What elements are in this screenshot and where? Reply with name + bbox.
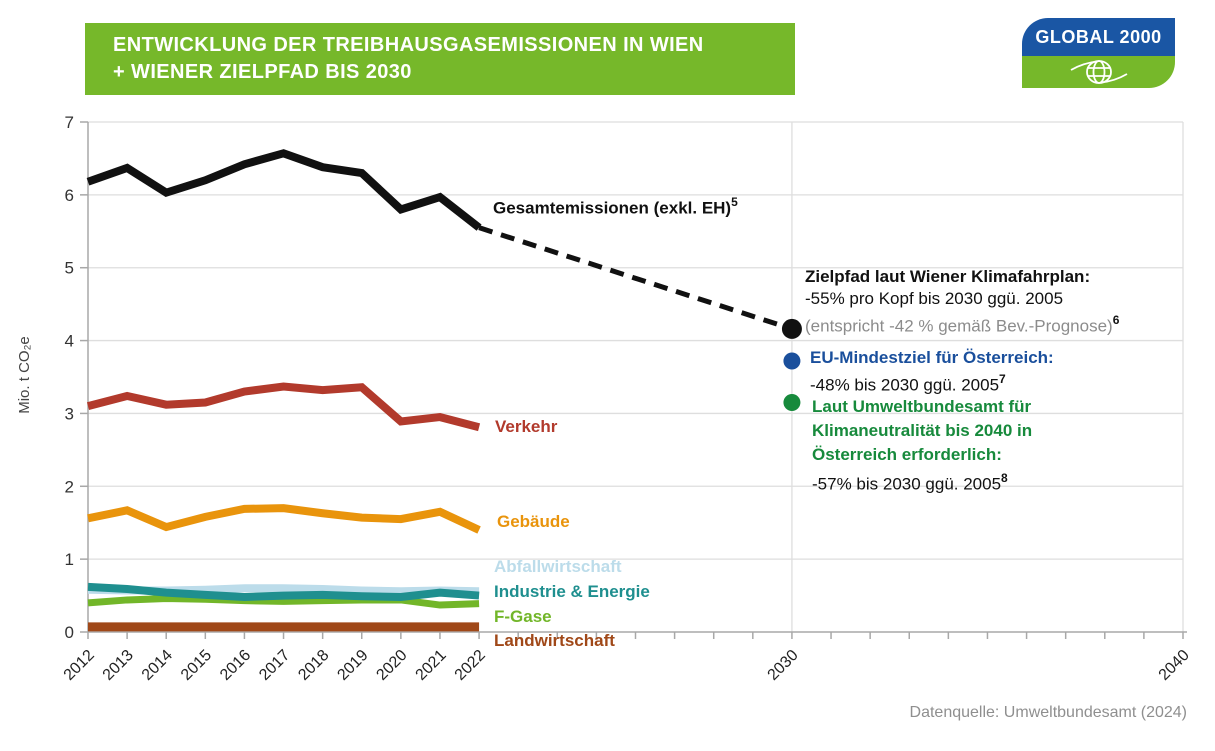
svg-text:0: 0 (65, 623, 74, 642)
globe-icon (1070, 60, 1127, 84)
svg-text:2030: 2030 (765, 647, 802, 684)
svg-text:2: 2 (65, 477, 74, 496)
series-line-f-gase (87, 594, 480, 609)
series-label-gebaeude: Gebäude (497, 512, 570, 531)
svg-text:2013: 2013 (100, 647, 137, 684)
data-source: Datenquelle: Umweltbundesamt (2024) (909, 704, 1187, 721)
page-title-line1: ENTWICKLUNG DER TREIBHAUSGASEMISSIONEN I… (113, 34, 704, 56)
annotation-zielpfad: Zielpfad laut Wiener Klimafahrplan: -55%… (805, 266, 1119, 338)
series-line-gebaeude (87, 504, 481, 534)
svg-text:7: 7 (65, 113, 74, 132)
svg-text:2021: 2021 (413, 647, 450, 684)
title-banner: ENTWICKLUNG DER TREIBHAUSGASEMISSIONEN I… (85, 23, 795, 95)
svg-text:3: 3 (65, 404, 74, 423)
series-label-gesamtemissionen: Gesamtemissionen (exkl. EH)5 (493, 195, 738, 218)
footnote-8: 8 (1001, 471, 1008, 485)
zielpfad-2030-point (781, 318, 802, 339)
logo-text-band: GLOBAL 2000 (1022, 18, 1175, 56)
svg-text:2014: 2014 (139, 647, 176, 684)
umweltbundesamt-point (783, 394, 801, 411)
svg-text:2015: 2015 (178, 647, 215, 684)
svg-text:2022: 2022 (452, 647, 489, 684)
svg-text:2019: 2019 (334, 647, 371, 684)
annotation-umweltbundesamt: Laut Umweltbundesamt für Klimaneutralitä… (812, 395, 1032, 497)
page-title-line2: + WIENER ZIELPFAD BIS 2030 (113, 61, 412, 83)
annotation-zielpfad-title: Zielpfad laut Wiener Klimafahrplan: (805, 267, 1091, 286)
series-label-landwirtschaft: Landwirtschaft (494, 631, 615, 650)
annotation-uba-title-line1: Laut Umweltbundesamt für (812, 397, 1032, 416)
svg-text:2012: 2012 (61, 647, 98, 684)
annotation-uba-title-line3: Österreich erforderlich: (812, 445, 1002, 464)
annotation-uba-title-line2: Klimaneutralität bis 2040 in (812, 421, 1033, 440)
series-label-industrie-energie: Industrie & Energie (494, 582, 650, 601)
annotation-zielpfad-detail: -55% pro Kopf bis 2030 ggü. 2005 (805, 289, 1064, 308)
series-label-verkehr: Verkehr (495, 417, 558, 436)
annotation-eu-detail: -48% bis 2030 ggü. 20057 (810, 372, 1006, 395)
series-line-industrie-energie (87, 582, 480, 602)
svg-text:2020: 2020 (373, 647, 410, 684)
global2000-logo: GLOBAL 2000 (1022, 18, 1175, 88)
logo-text: GLOBAL 2000 (1035, 26, 1162, 47)
svg-text:1: 1 (65, 550, 74, 569)
svg-text:2016: 2016 (217, 647, 254, 684)
series-line-gesamtemissionen (86, 149, 482, 231)
svg-text:6: 6 (65, 186, 74, 205)
series-label-f-gase: F-Gase (494, 607, 552, 626)
svg-text:2040: 2040 (1156, 647, 1193, 684)
svg-text:2017: 2017 (256, 647, 293, 684)
annotation-zielpfad-note: (entspricht -42 % gemäß Bev.-Prognose)6 (805, 313, 1120, 336)
logo-globe-band (1022, 56, 1175, 88)
footnote-7: 7 (999, 372, 1006, 386)
annotation-uba-detail: -57% bis 2030 ggü. 20058 (812, 471, 1008, 494)
eu-mindestziel-point (783, 352, 801, 370)
projection-line-zielpfad-dashed (478, 225, 793, 332)
svg-text:5: 5 (65, 259, 74, 278)
y-axis-label: Mio. t CO₂e (16, 336, 33, 414)
annotation-eu-mindestziel: EU-Mindestziel für Österreich: -48% bis … (810, 347, 1054, 397)
footnote-5: 5 (731, 195, 738, 209)
footnote-6: 6 (1112, 313, 1120, 327)
svg-text:4: 4 (65, 332, 74, 351)
series-line-verkehr (86, 382, 481, 432)
series-label-abfallwirtschaft: Abfallwirtschaft (494, 557, 622, 576)
annotation-eu-title: EU-Mindestziel für Österreich: (810, 348, 1054, 367)
svg-text:2018: 2018 (295, 647, 332, 684)
